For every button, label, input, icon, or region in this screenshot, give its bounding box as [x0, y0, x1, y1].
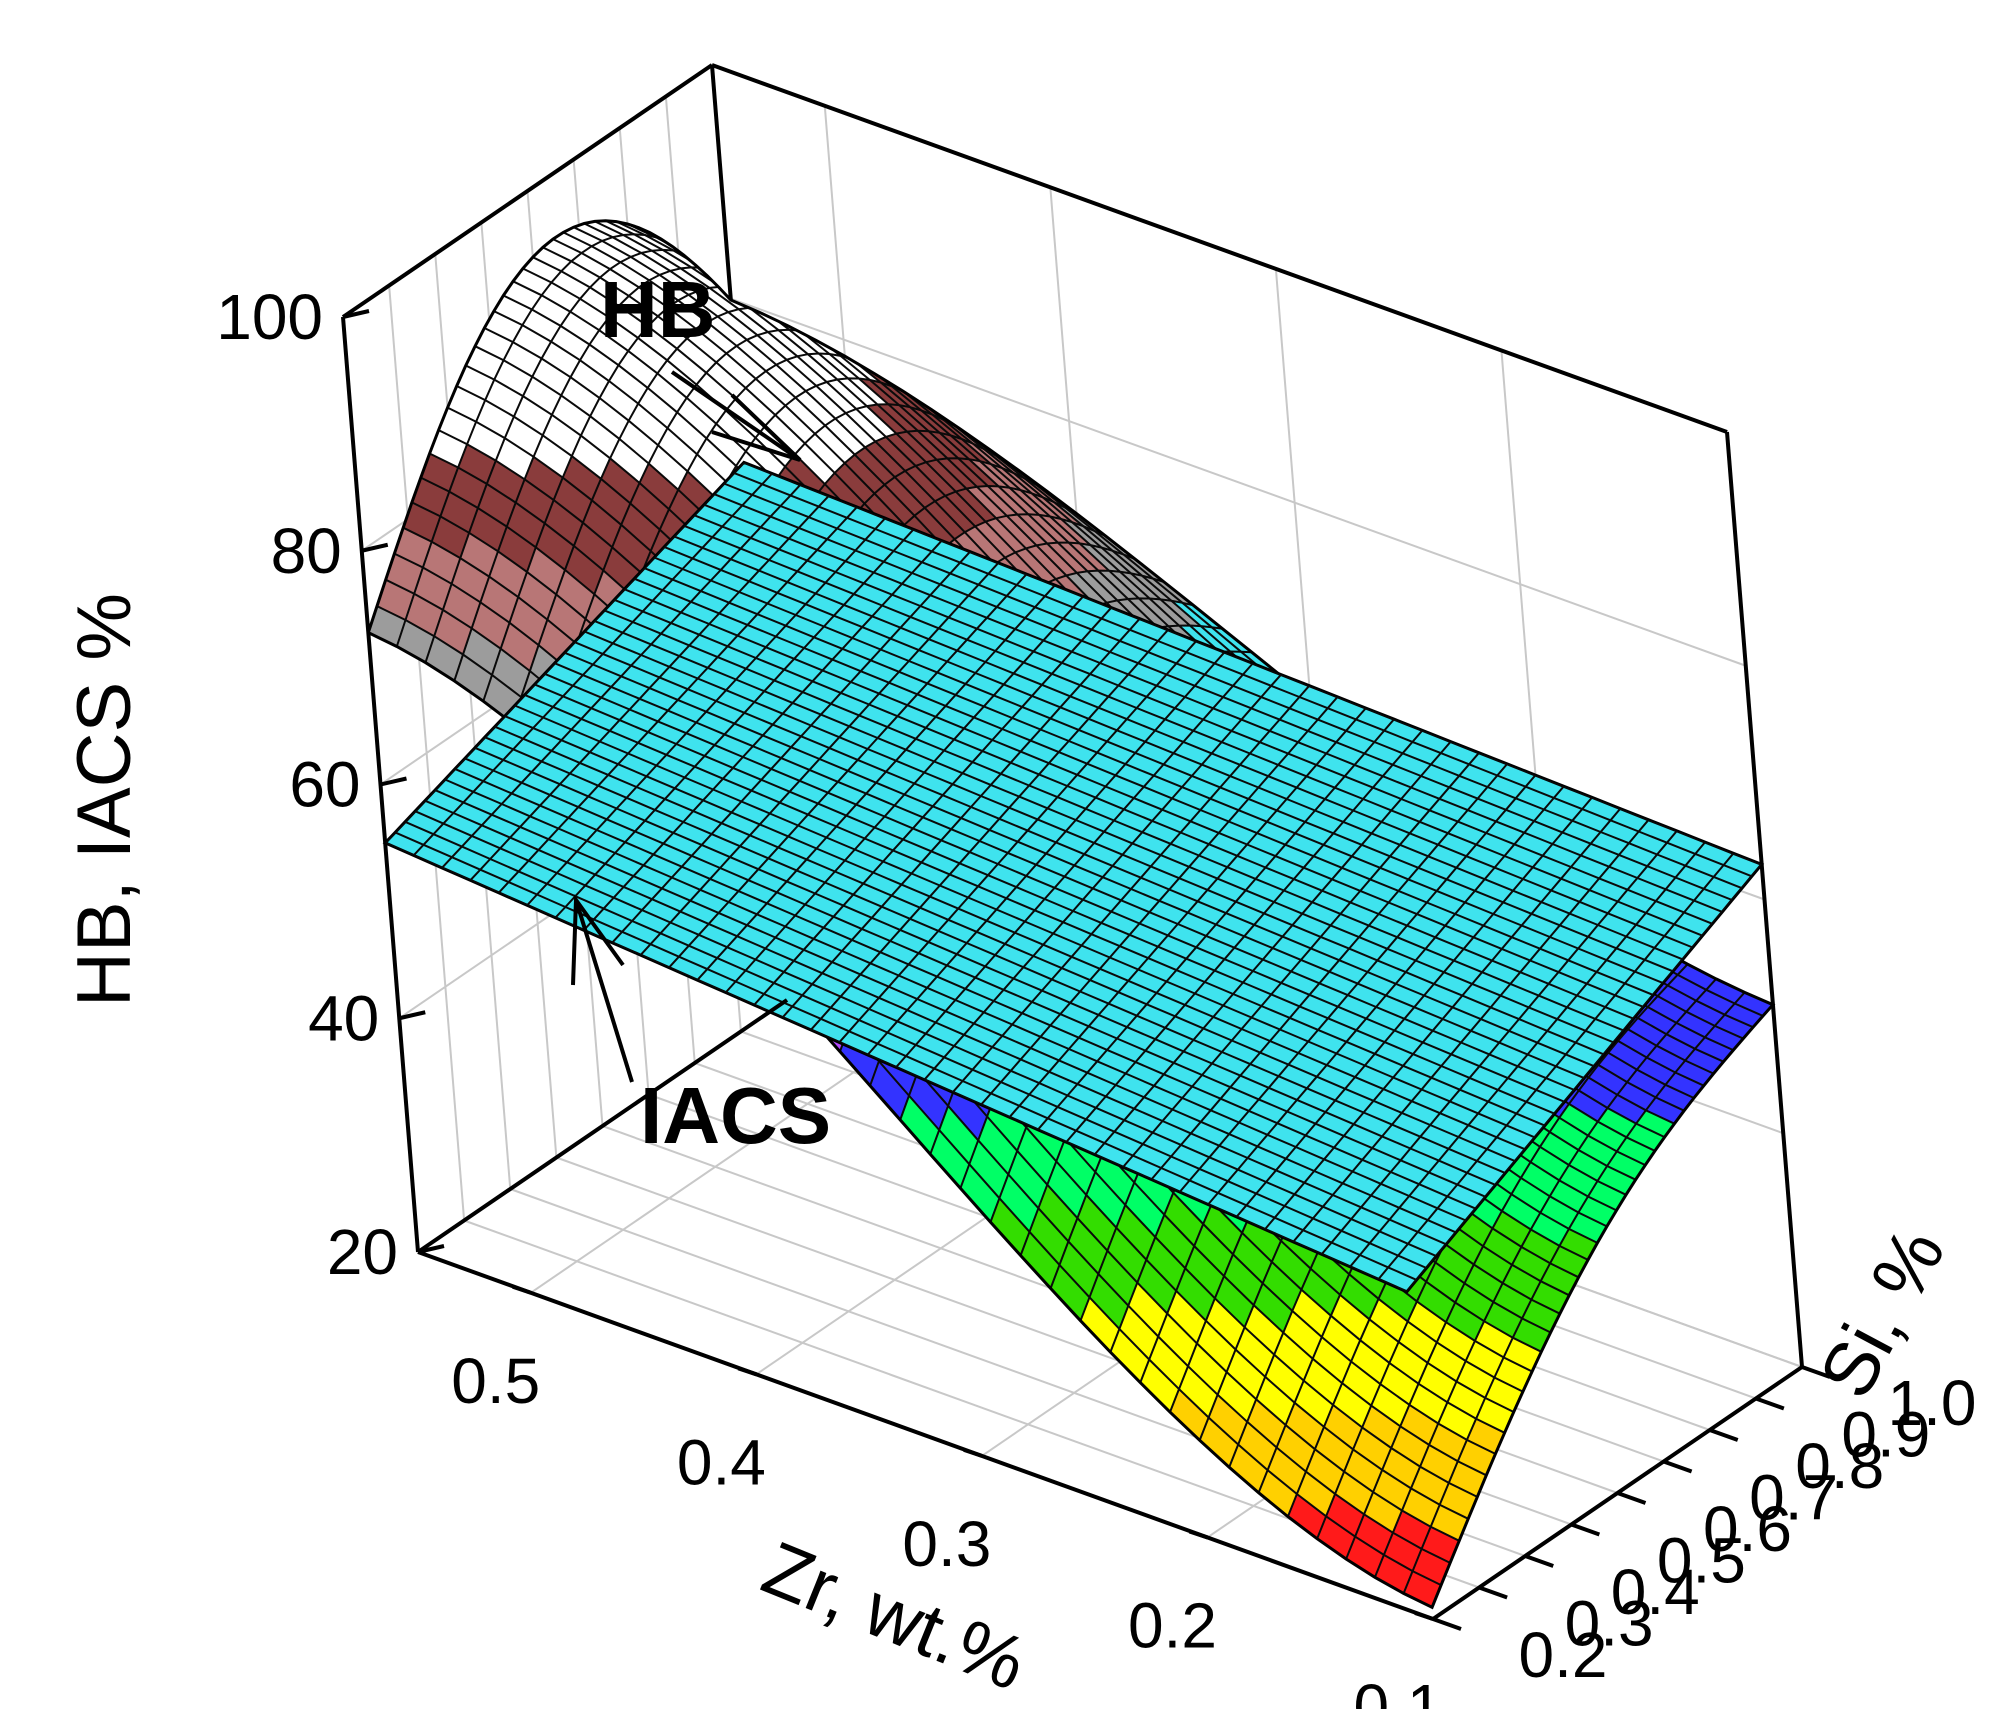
- iacs-mesh-line-si: [474, 746, 1496, 1186]
- iacs-mesh-line-si: [385, 841, 1408, 1292]
- iacs-mesh-line-si: [743, 462, 1762, 866]
- iacs-mesh-line-si: [633, 577, 1654, 996]
- y-tick: [1801, 1365, 1831, 1379]
- x-axis-title: Zr, wt.%: [751, 1526, 1037, 1708]
- y-tick: [1616, 1491, 1647, 1505]
- frame-edge-front: [417, 1250, 1434, 1621]
- hb-series-label: HB: [600, 265, 716, 354]
- frame-edge: [341, 63, 714, 319]
- iacs-mesh-line-si: [494, 725, 1516, 1163]
- iacs-mesh-line-si: [524, 693, 1546, 1127]
- iacs-mesh-line-si: [394, 831, 1418, 1281]
- iacs-mesh-line-si: [434, 789, 1457, 1234]
- iacs-mesh-line-si: [464, 757, 1486, 1198]
- z-tick-labels: 20 40 60 80 100: [216, 281, 398, 1288]
- y-tick-label: 0.2: [1519, 1619, 1608, 1691]
- iacs-mesh-line-si: [673, 535, 1694, 949]
- iacs-mesh-line-si: [414, 810, 1437, 1258]
- y-tick-label: 0.9: [1841, 1399, 1930, 1471]
- y-tick-label: 0.8: [1795, 1430, 1884, 1502]
- x-tick-label: 0.4: [677, 1426, 766, 1498]
- y-tick: [1524, 1554, 1554, 1568]
- z-tick: [342, 309, 370, 319]
- iacs-mesh-line-si: [713, 493, 1733, 901]
- iacs-mesh-line-si: [424, 799, 1447, 1246]
- surface-iacs: [382, 460, 1765, 1294]
- hb-arrow: [670, 370, 802, 462]
- x-tick-labels: 0.5 0.4 0.3 0.2 0.1: [451, 1345, 1442, 1709]
- y-tick: [1755, 1396, 1785, 1411]
- iacs-mesh-line-si: [604, 609, 1625, 1032]
- x-tick-label: 0.2: [1128, 1589, 1217, 1661]
- z-tick-label: 100: [216, 281, 323, 353]
- iacs-mesh-line-si: [683, 524, 1703, 937]
- z-tick: [417, 1244, 445, 1254]
- iacs-mesh-line-si: [534, 683, 1555, 1115]
- iacs-mesh-line-si: [643, 567, 1664, 985]
- iacs-mesh-line-si: [693, 514, 1713, 925]
- hb-cell: [717, 266, 759, 291]
- frame-edge: [1725, 431, 1804, 1368]
- iacs-mesh-line-si: [504, 715, 1526, 1151]
- iacs-mesh-line-si: [733, 471, 1753, 878]
- y-tick: [1662, 1459, 1693, 1474]
- iacs-mesh-line-si: [723, 482, 1743, 890]
- y-tick: [1432, 1617, 1462, 1631]
- hb-cell: [729, 273, 770, 299]
- frame-edge: [711, 63, 1728, 434]
- x-tick-label: 0.5: [451, 1345, 540, 1417]
- y-tick-label: 0.7: [1749, 1462, 1838, 1534]
- z-tick: [361, 542, 389, 553]
- z-tick: [380, 776, 407, 787]
- y-tick-label: 1.0: [1888, 1367, 1977, 1439]
- iacs-mesh-line-si: [623, 588, 1644, 1008]
- grid-line-back-z: [730, 297, 1747, 667]
- iacs-mesh-line-si: [584, 630, 1605, 1056]
- x-tick: [737, 1366, 757, 1377]
- y-tick-label: 0.3: [1565, 1588, 1654, 1660]
- x-tick: [963, 1447, 983, 1458]
- z-tick: [398, 1010, 426, 1021]
- x-tick: [1188, 1529, 1209, 1540]
- iacs-mesh-line-si: [454, 767, 1477, 1210]
- z-tick-label: 60: [289, 749, 360, 821]
- iacs-mesh-line-si: [554, 662, 1575, 1091]
- iacs-mesh-line-si: [574, 641, 1595, 1068]
- iacs-mesh-line-si: [663, 545, 1684, 961]
- iacs-mesh-line-si: [444, 778, 1467, 1222]
- iacs-mesh-line-si: [703, 503, 1723, 913]
- hb-cell: [746, 282, 788, 309]
- iacs-mesh-line-si: [653, 556, 1674, 973]
- iacs-series-label: IACS: [640, 1071, 831, 1160]
- iacs-arrow: [571, 894, 634, 1083]
- x-tick-label: 0.1: [1354, 1671, 1443, 1709]
- y-tick-label: 0.5: [1657, 1525, 1746, 1597]
- z-tick-label: 20: [327, 1216, 398, 1288]
- iacs-mesh-line-si: [544, 672, 1565, 1103]
- z-tick-label: 80: [271, 515, 342, 587]
- y-tick: [1478, 1585, 1508, 1600]
- tick-marks: [342, 309, 1831, 1631]
- x-tick-label: 0.3: [902, 1508, 991, 1580]
- iacs-mesh-line-si: [594, 619, 1615, 1044]
- x-tick: [1414, 1611, 1434, 1621]
- frame-edge-front: [416, 998, 789, 1254]
- y-tick-label: 0.6: [1703, 1493, 1792, 1565]
- z-tick-label: 40: [308, 982, 379, 1054]
- y-tick: [1709, 1428, 1739, 1442]
- iacs-mesh-line-si: [514, 704, 1536, 1139]
- iacs-mesh-line-si: [613, 598, 1634, 1020]
- hb-cell: [735, 276, 776, 302]
- iacs-mesh-line-si: [484, 736, 1506, 1175]
- y-tick-labels: 0.20.30.40.50.60.70.80.91.0: [1519, 1367, 1977, 1691]
- y-tick: [1570, 1522, 1601, 1537]
- x-tick: [512, 1284, 532, 1295]
- z-axis-title: HB, IACS %: [62, 593, 147, 1007]
- iacs-mesh-line-si: [564, 651, 1585, 1080]
- y-tick-label: 0.4: [1611, 1556, 1700, 1628]
